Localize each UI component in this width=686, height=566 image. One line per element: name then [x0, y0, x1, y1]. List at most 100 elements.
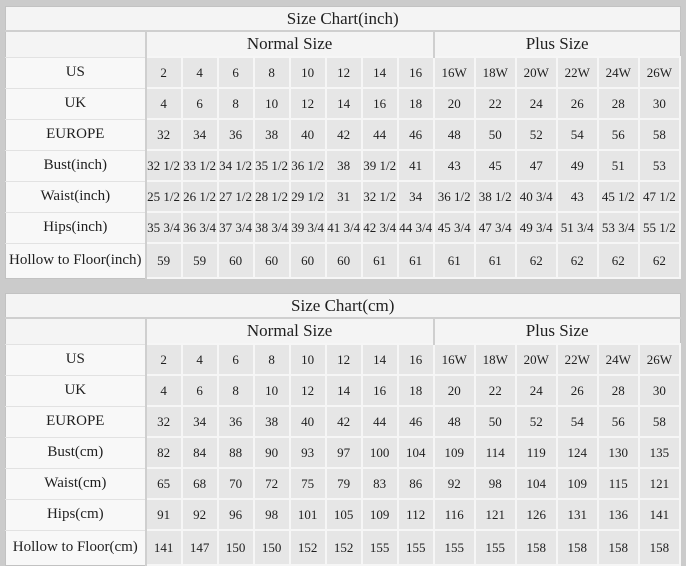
size-value-cell: 46	[396, 405, 435, 438]
size-value-cell: 101	[288, 498, 327, 531]
size-value-cell: 25 1/2	[144, 180, 183, 213]
row-label: Bust(cm)	[5, 436, 147, 468]
size-value-cell: 56	[596, 405, 640, 438]
size-value-cell: 22	[473, 374, 517, 407]
size-value-cell: 109	[432, 436, 476, 469]
size-value-cell: 61	[432, 242, 476, 279]
size-value-cell: 26	[555, 87, 599, 120]
row-label: Bust(inch)	[5, 149, 147, 181]
size-value-cell: 36	[216, 405, 255, 438]
size-value-cell: 47 1/2	[637, 180, 682, 213]
size-value-cell: 38 3/4	[252, 211, 291, 244]
size-value-cell: 91	[144, 498, 183, 531]
size-value-cell: 100	[360, 436, 399, 469]
size-value-cell: 20W	[514, 56, 558, 89]
size-value-cell: 50	[473, 405, 517, 438]
size-value-cell: 53	[637, 149, 682, 182]
size-value-cell: 92	[180, 498, 219, 531]
table-title-row: Size Chart(cm)	[5, 293, 680, 319]
size-value-cell: 116	[432, 498, 476, 531]
size-value-cell: 38	[324, 149, 363, 182]
size-value-cell: 119	[514, 436, 558, 469]
size-value-cell: 61	[473, 242, 517, 279]
size-value-cell: 4	[144, 87, 183, 120]
size-value-cell: 28 1/2	[252, 180, 291, 213]
size-value-cell: 8	[216, 87, 255, 120]
size-value-cell: 90	[252, 436, 291, 469]
size-value-cell: 22W	[555, 56, 599, 89]
size-value-cell: 43	[555, 180, 599, 213]
table-row: Hollow to Floor(inch) 59 59 60 60 60 60 61 61 61 6…	[5, 242, 682, 279]
size-value-cell: 2	[144, 56, 183, 89]
size-value-cell: 60	[288, 242, 327, 279]
size-value-cell: 40 3/4	[514, 180, 558, 213]
size-value-cell: 44 3/4	[396, 211, 435, 244]
size-value-cell: 141	[637, 498, 682, 531]
size-value-cell: 155	[432, 529, 476, 566]
size-value-cell: 36 1/2	[288, 149, 327, 182]
size-value-cell: 51	[596, 149, 640, 182]
table-row: Bust(cm) 82 84 88 90 93 97 100 104 109 114 119 124 13…	[5, 436, 682, 469]
size-value-cell: 70	[216, 467, 255, 500]
size-value-cell: 14	[324, 374, 363, 407]
size-value-cell: 62	[514, 242, 558, 279]
table-row: UK 4 6 8 10 12 14 16 18 20 22 24 26 28 30	[5, 374, 682, 407]
size-value-cell: 6	[180, 374, 219, 407]
size-value-cell: 26W	[637, 343, 682, 376]
size-value-cell: 28	[596, 87, 640, 120]
size-value-cell: 10	[288, 56, 327, 89]
size-value-cell: 16W	[432, 56, 476, 89]
size-value-cell: 6	[216, 56, 255, 89]
size-value-cell: 22	[473, 87, 517, 120]
size-value-cell: 42	[324, 118, 363, 151]
size-value-cell: 92	[432, 467, 476, 500]
size-value-cell: 37 3/4	[216, 211, 255, 244]
size-value-cell: 124	[555, 436, 599, 469]
table-title-row: Size Chart(inch)	[5, 6, 680, 32]
size-value-cell: 6	[216, 343, 255, 376]
size-value-cell: 30	[637, 87, 682, 120]
size-chart-inch-table: Size Chart(inch) Normal Size Plus Size U…	[5, 6, 682, 279]
size-value-cell: 84	[180, 436, 219, 469]
size-value-cell: 29 1/2	[288, 180, 327, 213]
size-value-cell: 14	[360, 343, 399, 376]
row-label: EUROPE	[5, 118, 147, 150]
normal-size-header: Normal Size	[145, 31, 435, 57]
size-value-cell: 109	[555, 467, 599, 500]
size-value-cell: 18	[396, 87, 435, 120]
size-value-cell: 79	[324, 467, 363, 500]
plus-size-header: Plus Size	[433, 318, 680, 344]
size-value-cell: 20	[432, 374, 476, 407]
table-row: Waist(cm) 65 68 70 72 75 79 83 86 92 98 104 109 115 12…	[5, 467, 682, 500]
corner-cell	[5, 31, 147, 57]
size-value-cell: 40	[288, 118, 327, 151]
size-value-cell: 18W	[473, 56, 517, 89]
size-value-cell: 52	[514, 118, 558, 151]
size-value-cell: 47 3/4	[473, 211, 517, 244]
size-value-cell: 40	[288, 405, 327, 438]
size-value-cell: 27 1/2	[216, 180, 255, 213]
size-value-cell: 121	[637, 467, 682, 500]
size-value-cell: 45 1/2	[596, 180, 640, 213]
size-value-cell: 12	[288, 374, 327, 407]
size-chart-cm-table: Size Chart(cm) Normal Size Plus Size US 2…	[5, 293, 682, 566]
size-value-cell: 97	[324, 436, 363, 469]
group-header-row: Normal Size Plus Size	[5, 318, 680, 344]
size-value-cell: 12	[324, 56, 363, 89]
size-value-cell: 93	[288, 436, 327, 469]
size-value-cell: 36	[216, 118, 255, 151]
size-value-cell: 158	[596, 529, 640, 566]
size-value-cell: 24	[514, 87, 558, 120]
size-value-cell: 58	[637, 118, 682, 151]
size-value-cell: 158	[514, 529, 558, 566]
size-value-cell: 43	[432, 149, 476, 182]
size-value-cell: 16	[396, 343, 435, 376]
row-label: EUROPE	[5, 405, 147, 437]
size-value-cell: 41	[396, 149, 435, 182]
size-value-cell: 38 1/2	[473, 180, 517, 213]
size-value-cell: 47	[514, 149, 558, 182]
size-value-cell: 130	[596, 436, 640, 469]
size-value-cell: 62	[596, 242, 640, 279]
size-value-cell: 14	[360, 56, 399, 89]
